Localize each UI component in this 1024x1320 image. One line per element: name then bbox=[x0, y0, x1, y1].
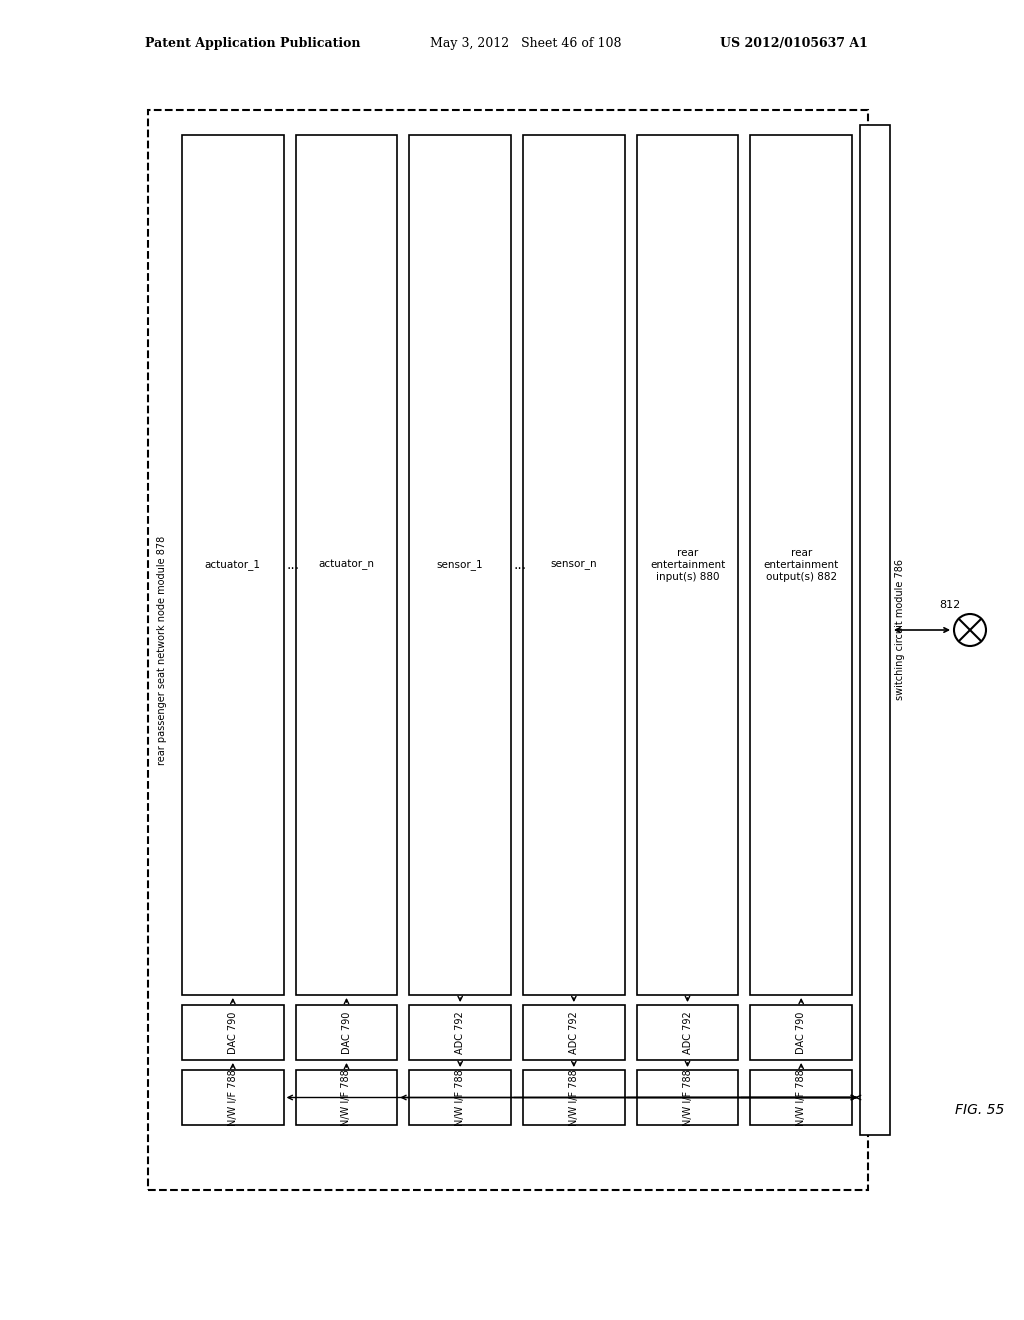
Bar bbox=[751, 1071, 852, 1125]
Text: 812: 812 bbox=[939, 601, 961, 610]
Bar bbox=[523, 1005, 625, 1060]
Bar bbox=[860, 125, 890, 1135]
Bar bbox=[637, 1071, 738, 1125]
Text: actuator_1: actuator_1 bbox=[205, 560, 261, 570]
Text: sensor_n: sensor_n bbox=[551, 560, 597, 570]
Bar bbox=[751, 1005, 852, 1060]
Bar bbox=[296, 1071, 397, 1125]
Text: May 3, 2012   Sheet 46 of 108: May 3, 2012 Sheet 46 of 108 bbox=[430, 37, 622, 50]
Text: N/W I/F 788: N/W I/F 788 bbox=[455, 1069, 465, 1126]
Text: ADC 792: ADC 792 bbox=[569, 1011, 579, 1053]
Bar bbox=[523, 1071, 625, 1125]
Text: N/W I/F 788: N/W I/F 788 bbox=[797, 1069, 806, 1126]
Text: DAC 790: DAC 790 bbox=[227, 1011, 238, 1053]
Text: N/W I/F 788: N/W I/F 788 bbox=[569, 1069, 579, 1126]
Text: N/W I/F 788: N/W I/F 788 bbox=[227, 1069, 238, 1126]
Text: ADC 792: ADC 792 bbox=[455, 1011, 465, 1053]
Bar bbox=[751, 135, 852, 995]
Text: DAC 790: DAC 790 bbox=[797, 1011, 806, 1053]
Text: ADC 792: ADC 792 bbox=[683, 1011, 692, 1053]
Bar bbox=[410, 1071, 511, 1125]
Bar bbox=[410, 1005, 511, 1060]
Text: US 2012/0105637 A1: US 2012/0105637 A1 bbox=[720, 37, 868, 50]
Bar bbox=[182, 1005, 284, 1060]
Bar bbox=[637, 1005, 738, 1060]
Bar bbox=[523, 135, 625, 995]
Text: actuator_n: actuator_n bbox=[318, 560, 375, 570]
Bar bbox=[637, 135, 738, 995]
Text: FIG. 55: FIG. 55 bbox=[955, 1104, 1005, 1117]
Text: rear passenger seat network node module 878: rear passenger seat network node module … bbox=[157, 536, 167, 764]
Bar bbox=[182, 1071, 284, 1125]
Text: rear
entertainment
input(s) 880: rear entertainment input(s) 880 bbox=[650, 548, 725, 582]
Text: N/W I/F 788: N/W I/F 788 bbox=[683, 1069, 692, 1126]
Text: ...: ... bbox=[513, 558, 526, 572]
Bar bbox=[148, 110, 868, 1191]
Text: N/W I/F 788: N/W I/F 788 bbox=[341, 1069, 351, 1126]
Text: DAC 790: DAC 790 bbox=[341, 1011, 351, 1053]
Text: ...: ... bbox=[286, 558, 299, 572]
Bar bbox=[182, 135, 284, 995]
Text: rear
entertainment
output(s) 882: rear entertainment output(s) 882 bbox=[764, 548, 839, 582]
Bar bbox=[296, 135, 397, 995]
Bar bbox=[410, 135, 511, 995]
Text: switching circuit module 786: switching circuit module 786 bbox=[895, 560, 905, 701]
Bar bbox=[296, 1005, 397, 1060]
Text: Patent Application Publication: Patent Application Publication bbox=[145, 37, 360, 50]
Text: sensor_1: sensor_1 bbox=[437, 560, 483, 570]
